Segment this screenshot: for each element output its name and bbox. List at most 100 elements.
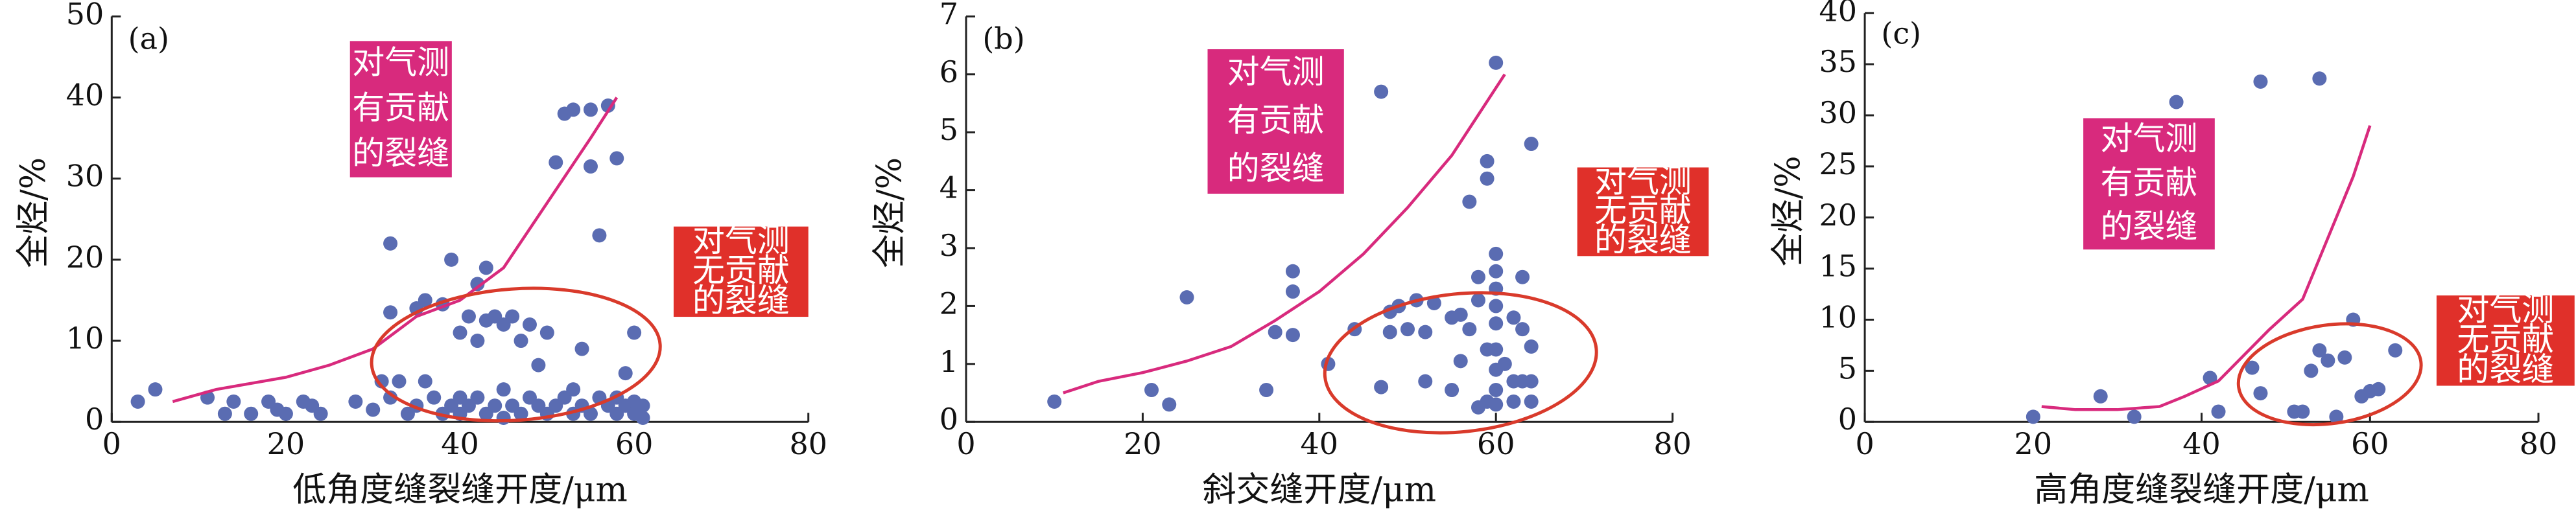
point <box>1418 374 1433 389</box>
point <box>1453 354 1468 369</box>
point <box>635 398 650 413</box>
point <box>1480 171 1495 186</box>
point <box>1445 383 1459 398</box>
point <box>2253 74 2268 89</box>
point <box>1506 310 1521 325</box>
point <box>2093 389 2108 404</box>
point <box>522 317 537 332</box>
annotation-text: 的裂缝 <box>1227 150 1325 187</box>
point <box>574 341 589 356</box>
point <box>531 358 546 372</box>
x-axis-label: 低角度缝裂缝开度/μm <box>292 471 628 510</box>
point <box>1489 55 1504 70</box>
point <box>583 102 598 117</box>
annotation-text: 的裂缝 <box>692 282 790 319</box>
y-tick-label: 10 <box>1819 299 1858 334</box>
point <box>427 390 442 405</box>
point <box>514 334 528 349</box>
x-tick-label: 20 <box>1124 426 1162 461</box>
annotation-box <box>2083 118 2215 250</box>
annotation-text: 无贡献 <box>2457 321 2554 358</box>
point <box>514 406 528 421</box>
point <box>1489 342 1504 357</box>
point <box>600 98 615 113</box>
panel-label: (a) <box>128 21 169 56</box>
point <box>1480 154 1495 168</box>
y-tick-label: 3 <box>939 228 958 263</box>
x-tick-label: 80 <box>2520 426 2558 461</box>
y-tick-label: 40 <box>66 78 104 113</box>
point <box>2211 404 2226 419</box>
cluster-ellipse <box>370 286 662 423</box>
y-tick-label: 5 <box>939 112 958 147</box>
point <box>1462 194 1477 209</box>
point <box>348 394 363 409</box>
y-tick-label: 1 <box>939 344 958 379</box>
y-tick-label: 20 <box>1819 198 1858 233</box>
point <box>566 382 581 397</box>
point <box>1524 394 1539 409</box>
point <box>2329 409 2344 424</box>
point <box>618 366 633 381</box>
point <box>1489 246 1504 261</box>
point <box>217 406 232 421</box>
annotation-text: 有贡献 <box>1227 102 1325 139</box>
point <box>539 325 554 340</box>
panel-label: (b) <box>982 21 1024 56</box>
annotation-text: 对气测 <box>352 43 449 81</box>
point <box>505 309 520 324</box>
point <box>496 382 511 397</box>
panel: 0 5 10 15 20 25 30 35 40 0 20 40 60 80 高角度缝裂缝开度/μm 全烃/%… <box>1769 0 2575 510</box>
point <box>470 277 485 292</box>
annotation-text: 的裂缝 <box>1594 221 1692 258</box>
point <box>583 406 598 421</box>
point <box>496 410 511 425</box>
point <box>1400 322 1415 337</box>
y-tick-label: 10 <box>66 321 104 356</box>
point <box>1285 264 1300 279</box>
point <box>461 309 476 324</box>
y-tick-label: 40 <box>1819 0 1858 28</box>
point <box>488 398 502 413</box>
point <box>1462 322 1477 337</box>
point <box>1285 284 1300 299</box>
point <box>1524 339 1539 354</box>
cluster-ellipse <box>1323 291 1598 435</box>
point <box>1162 397 1177 412</box>
y-tick-label: 2 <box>939 286 958 321</box>
point <box>1489 397 1504 412</box>
point <box>470 390 485 405</box>
y-tick-label: 25 <box>1819 146 1858 181</box>
point <box>2321 353 2335 368</box>
x-tick-label: 80 <box>789 426 827 461</box>
point <box>278 406 293 421</box>
annotation-box <box>349 41 452 177</box>
point <box>2304 363 2319 378</box>
y-tick-label: 0 <box>1838 402 1857 437</box>
annotation-text: 无贡献 <box>1594 192 1692 229</box>
point <box>583 159 598 174</box>
point <box>374 374 389 389</box>
point <box>1374 380 1389 395</box>
point <box>1497 356 1512 371</box>
y-axis-label: 全烃/% <box>1769 155 1808 266</box>
point <box>2388 343 2403 358</box>
annotation-text: 的裂缝 <box>2100 207 2197 245</box>
point <box>366 402 381 417</box>
point <box>1506 394 1521 409</box>
x-tick-label: 80 <box>1653 426 1692 461</box>
y-tick-label: 0 <box>85 402 104 437</box>
x-tick-label: 20 <box>2015 426 2053 461</box>
point <box>2203 371 2217 385</box>
point <box>226 394 241 409</box>
annotation-text: 对气测 <box>2457 290 2554 328</box>
point <box>635 410 650 425</box>
point <box>418 293 432 308</box>
x-tick-label: 60 <box>2351 426 2389 461</box>
annotation-text: 有贡献 <box>352 89 449 127</box>
y-tick-label: 0 <box>939 402 958 437</box>
x-tick-label: 60 <box>615 426 654 461</box>
point <box>2312 71 2327 86</box>
point <box>1489 264 1504 279</box>
